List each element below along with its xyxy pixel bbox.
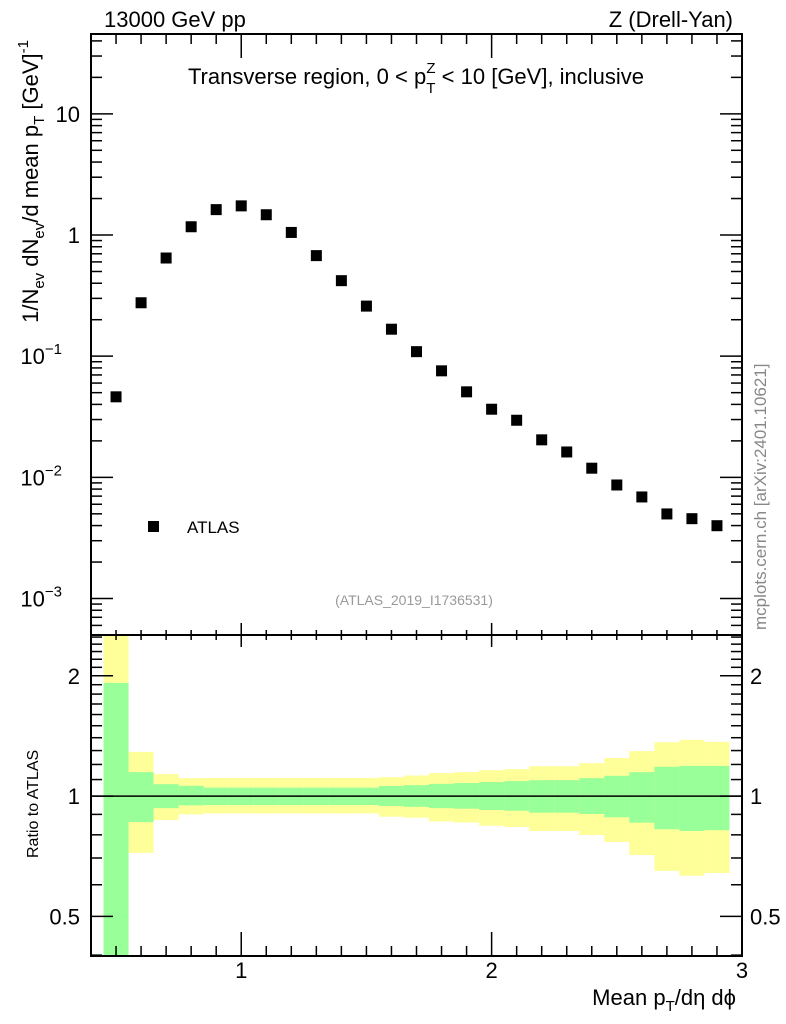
data-point <box>210 204 222 216</box>
plot-title: Transverse region, 0 < pTZ < 10 [GeV], i… <box>188 60 644 97</box>
data-point <box>711 520 723 532</box>
header-left: 13000 GeV pp <box>104 7 246 32</box>
ratio-y-tick-label-left: 1 <box>68 784 80 809</box>
data-point <box>636 491 648 503</box>
y-tick-label: 10−1 <box>20 341 62 369</box>
data-point <box>561 446 573 458</box>
data-point <box>611 479 623 491</box>
tick-labels: 10 1 10−1 10−2 10−3 2 2 1 1 0.5 0.5 1 2 3 <box>20 102 780 983</box>
data-point <box>511 414 523 426</box>
data-point <box>586 462 598 474</box>
data-points <box>110 200 723 532</box>
ratio-y-tick-label-left: 0.5 <box>49 904 80 929</box>
data-point <box>536 434 548 446</box>
data-point <box>686 513 698 525</box>
legend-marker <box>148 521 159 532</box>
analysis-watermark: (ATLAS_2019_I1736531) <box>335 592 493 608</box>
data-point <box>486 403 498 415</box>
stat-uncertainty-band-bin <box>654 766 680 830</box>
x-axis-label: Mean pT/dη dϕ <box>592 985 736 1015</box>
data-point <box>285 226 297 238</box>
y-tick-label: 10 <box>56 102 80 127</box>
ratio-panel-frame <box>90 634 743 957</box>
stat-uncertainty-band-bin <box>629 772 655 823</box>
y-tick-label: 10−2 <box>20 462 62 490</box>
y-tick-label: 1 <box>68 223 80 248</box>
stat-uncertainty-band-bin <box>679 765 705 831</box>
main-panel-frame <box>90 33 743 636</box>
data-point <box>310 250 322 262</box>
data-point <box>411 346 422 358</box>
data-point <box>661 508 673 520</box>
stat-uncertainty-band-bin <box>704 765 730 831</box>
ratio-y-axis-label: Ratio to ATLAS <box>25 750 42 858</box>
data-point <box>360 300 372 312</box>
data-point <box>160 252 172 264</box>
data-point <box>385 323 397 335</box>
ratio-y-tick-label-right: 2 <box>750 664 762 689</box>
data-point <box>260 209 272 221</box>
stat-uncertainty-band-bin <box>128 772 154 823</box>
x-tick-label: 1 <box>235 958 247 983</box>
ratio-bands <box>91 635 742 956</box>
data-point <box>235 200 247 212</box>
ratio-y-tick-label-right: 1 <box>750 784 762 809</box>
legend-label: ATLAS <box>187 518 240 537</box>
ratio-y-tick-label-left: 2 <box>68 664 80 689</box>
y-tick-label: 10−3 <box>20 584 62 612</box>
x-tick-label: 2 <box>485 958 497 983</box>
data-point <box>335 275 347 287</box>
data-point <box>461 386 473 398</box>
x-tick-label: 3 <box>736 958 748 983</box>
stat-uncertainty-band-bin <box>103 682 129 956</box>
data-point <box>135 297 147 309</box>
ratio-y-tick-label-right: 0.5 <box>750 904 781 929</box>
data-point <box>110 391 122 403</box>
header-right: Z (Drell-Yan) <box>609 7 733 32</box>
side-credit-text: mcplots.cern.ch [arXiv:2401.10621] <box>751 364 770 630</box>
y-axis-label: 1/Nev dNev/d mean pT [GeV]-1 <box>15 40 48 323</box>
data-point <box>185 221 197 233</box>
data-point <box>436 365 448 377</box>
